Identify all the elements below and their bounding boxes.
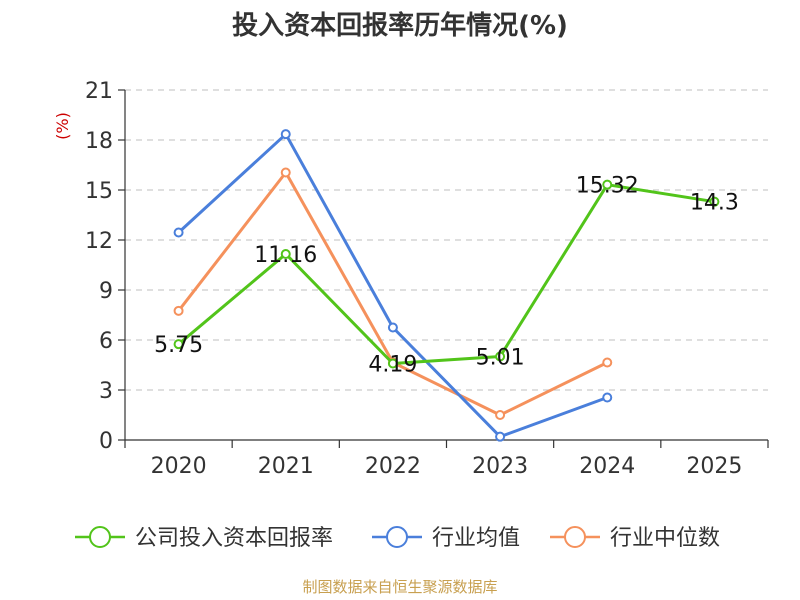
data-point xyxy=(495,431,506,442)
series-line-0 xyxy=(177,183,715,365)
data-point xyxy=(173,227,184,238)
data-point xyxy=(495,351,506,362)
data-point xyxy=(602,357,613,368)
data-label: 15.32 xyxy=(576,174,639,199)
legend: 公司投入资本回报率 行业均值 行业中位数 xyxy=(75,526,720,551)
data-point xyxy=(280,129,291,140)
data-point xyxy=(709,196,720,207)
source-note: 制图数据来自恒生聚源数据库 xyxy=(302,578,497,596)
y-axis-unit-label: (%) xyxy=(53,112,72,140)
x-tick-label: 2022 xyxy=(365,454,421,479)
chart-title: 投入资本回报率历年情况(%) xyxy=(232,10,568,41)
data-point xyxy=(173,305,184,316)
x-tick-label: 2023 xyxy=(472,454,528,479)
data-labels: 5.75 11.16 4.19 5.01 15.32 14.3 xyxy=(154,174,739,378)
x-tick-label: 2025 xyxy=(686,454,742,479)
gridlines xyxy=(125,89,768,391)
data-label: 14.3 xyxy=(690,191,739,216)
data-point xyxy=(602,392,613,403)
data-point xyxy=(280,167,291,178)
y-tick-label: 0 xyxy=(99,429,113,454)
legend-label: 行业中位数 xyxy=(610,526,720,551)
legend-marker xyxy=(564,526,586,548)
y-tick-label: 12 xyxy=(85,229,113,254)
data-label: 5.01 xyxy=(476,346,525,371)
data-point xyxy=(602,179,613,190)
data-label: 11.16 xyxy=(254,243,317,268)
legend-marker xyxy=(89,526,111,548)
y-tick-label: 18 xyxy=(85,129,113,154)
legend-label: 行业均值 xyxy=(432,526,520,551)
data-point xyxy=(387,322,398,333)
legend-marker xyxy=(386,526,408,548)
data-point xyxy=(280,249,291,259)
y-tick-label: 15 xyxy=(85,179,113,204)
y-tick-label: 3 xyxy=(99,379,113,404)
x-tick-label: 2021 xyxy=(258,454,314,479)
x-tick-label: 2020 xyxy=(151,454,207,479)
y-tick-label: 6 xyxy=(99,329,113,354)
y-tick-label: 21 xyxy=(85,79,113,104)
data-label: 4.19 xyxy=(368,353,417,378)
data-point xyxy=(173,339,184,350)
legend-label: 公司投入资本回报率 xyxy=(135,526,333,551)
series-line-2 xyxy=(177,171,608,417)
x-tick-label: 2024 xyxy=(579,454,635,479)
series-lines xyxy=(173,129,720,442)
data-point xyxy=(495,410,506,420)
data-label: 5.75 xyxy=(154,333,203,358)
axes: 0 3 6 9 12 15 18 21 2020 2021 2022 2023 2024 2025 xyxy=(85,79,769,479)
data-point xyxy=(387,358,398,369)
y-tick-label: 9 xyxy=(99,279,113,304)
